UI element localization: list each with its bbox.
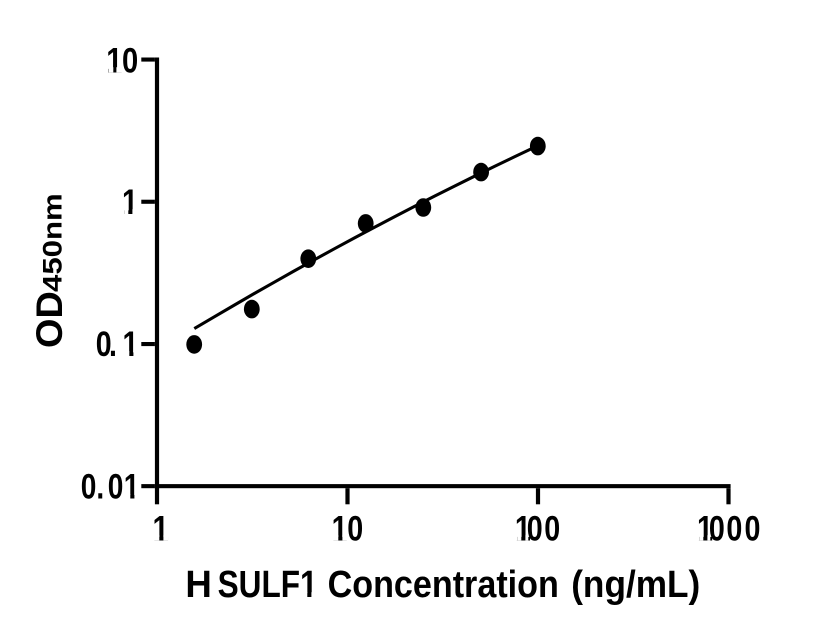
svg-text:(ng/mL): (ng/mL)	[571, 563, 700, 606]
svg-text:1: 1	[153, 509, 169, 548]
svg-text:1000: 1000	[697, 509, 760, 548]
svg-text:1: 1	[122, 182, 138, 221]
svg-text:OD: OD	[28, 291, 69, 348]
svg-text:450nm: 450nm	[38, 193, 68, 292]
svg-text:SULF1: SULF1	[218, 563, 318, 605]
svg-text:H: H	[185, 562, 211, 605]
svg-text:10: 10	[106, 41, 138, 80]
svg-text:10: 10	[332, 509, 364, 548]
svg-text:100: 100	[515, 509, 560, 548]
svg-text:0.01: 0.01	[81, 467, 140, 507]
svg-text:Concentration: Concentration	[328, 562, 559, 605]
